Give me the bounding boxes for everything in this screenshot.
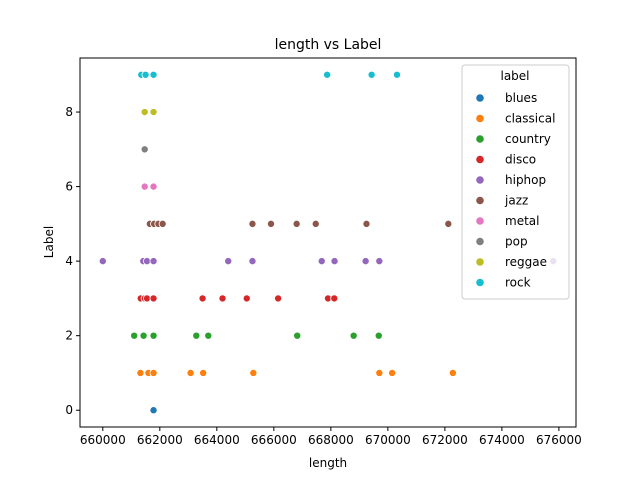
- data-point-classical: [136, 368, 145, 377]
- legend-label-blues: blues: [505, 91, 537, 105]
- legend-label-jazz: jazz: [504, 194, 528, 208]
- x-tick-label: 666000: [251, 433, 297, 447]
- data-point-disco: [274, 294, 283, 303]
- legend-marker-jazz: [475, 195, 485, 206]
- x-tick-label: 676000: [536, 433, 582, 447]
- y-tick-label: 4: [65, 254, 73, 268]
- data-point-rock: [392, 70, 401, 79]
- data-point-reggae: [149, 108, 158, 117]
- x-axis-label: length: [309, 456, 347, 470]
- y-axis-label: Label: [42, 226, 56, 258]
- legend-label-reggae: reggae: [505, 255, 547, 269]
- data-point-rock: [367, 70, 376, 79]
- data-point-classical: [375, 368, 384, 377]
- x-tick-label: 662000: [137, 433, 183, 447]
- data-point-country: [192, 331, 201, 340]
- data-point-hiphop: [317, 257, 326, 266]
- data-point-country: [204, 331, 213, 340]
- data-point-jazz: [444, 219, 453, 228]
- data-point-country: [130, 331, 139, 340]
- legend-marker-disco: [475, 154, 485, 165]
- data-point-classical: [388, 368, 397, 377]
- data-point-jazz: [266, 219, 275, 228]
- y-tick-label: 8: [65, 105, 73, 119]
- legend-entries: blues classical country disco hiphop jazz meta…: [475, 91, 555, 290]
- x-tick-label: 670000: [365, 433, 411, 447]
- data-point-country: [293, 331, 302, 340]
- legend-label-hiphop: hiphop: [505, 173, 546, 187]
- chart-title: length vs Label: [275, 37, 382, 53]
- legend-label-metal: metal: [505, 214, 539, 228]
- data-point-metal: [140, 182, 149, 191]
- plot-frame: [79, 57, 577, 428]
- x-tick-label: 664000: [194, 433, 240, 447]
- data-point-jazz: [362, 219, 371, 228]
- legend: label blues classical country disco hiphop ja…: [461, 64, 570, 300]
- x-axis-ticks: 660000 662000 664000 666000 668000 670000 6720…: [80, 427, 582, 447]
- data-point-country: [139, 331, 148, 340]
- y-axis-ticks: 0 2 4 6 8: [65, 105, 80, 417]
- data-point-hiphop: [330, 257, 339, 266]
- data-point-country: [349, 331, 358, 340]
- data-point-disco: [330, 294, 339, 303]
- legend-marker-hiphop: [475, 175, 485, 185]
- y-tick-label: 6: [65, 180, 73, 194]
- data-point-hiphop: [142, 257, 151, 266]
- data-point-disco: [242, 294, 251, 303]
- data-point-hiphop: [224, 257, 233, 266]
- legend-marker-country: [475, 134, 485, 144]
- legend-box: [461, 64, 570, 300]
- data-point-disco: [198, 294, 207, 303]
- legend-marker-blues: [475, 93, 485, 103]
- x-tick-label: 668000: [308, 433, 354, 447]
- legend-label-disco: disco: [505, 153, 536, 167]
- data-point-disco: [218, 294, 227, 303]
- data-point-rock: [141, 70, 150, 79]
- data-point-jazz: [248, 219, 257, 228]
- y-tick-label: 0: [65, 403, 73, 417]
- data-point-country: [374, 331, 383, 340]
- legend-marker-pop: [475, 236, 485, 247]
- data-point-classical: [448, 368, 457, 377]
- data-point-hiphop: [248, 257, 257, 266]
- data-point-country: [149, 331, 158, 340]
- legend-marker-reggae: [475, 257, 485, 267]
- legend-label-country: country: [505, 132, 551, 146]
- data-point-disco: [142, 294, 151, 303]
- legend-marker-rock: [475, 277, 485, 288]
- data-point-hiphop: [149, 257, 158, 266]
- data-point-rock: [149, 70, 158, 79]
- legend-label-classical: classical: [505, 112, 555, 126]
- data-point-hiphop: [375, 257, 384, 266]
- data-point-pop: [140, 145, 149, 154]
- data-point-classical: [199, 368, 208, 377]
- data-point-classical: [149, 368, 158, 377]
- data-point-disco: [149, 294, 158, 303]
- x-tick-label: 674000: [479, 433, 525, 447]
- data-point-jazz: [311, 219, 320, 228]
- x-tick-label: 660000: [80, 433, 126, 447]
- legend-label-pop: pop: [505, 235, 528, 249]
- legend-title: label: [500, 69, 529, 83]
- data-point-reggae: [140, 108, 149, 117]
- data-point-metal: [149, 182, 158, 191]
- data-point-hiphop: [98, 257, 107, 266]
- legend-marker-classical: [475, 113, 485, 124]
- x-tick-label: 672000: [422, 433, 468, 447]
- data-point-classical: [186, 368, 195, 377]
- data-point-jazz: [292, 219, 301, 228]
- legend-label-rock: rock: [505, 276, 531, 290]
- y-tick-label: 2: [65, 329, 73, 343]
- data-point-hiphop: [361, 257, 370, 266]
- legend-marker-metal: [475, 216, 485, 226]
- data-point-rock: [323, 70, 332, 79]
- data-point-classical: [249, 368, 258, 377]
- data-point-jazz: [158, 219, 167, 228]
- data-point-blues: [149, 406, 158, 415]
